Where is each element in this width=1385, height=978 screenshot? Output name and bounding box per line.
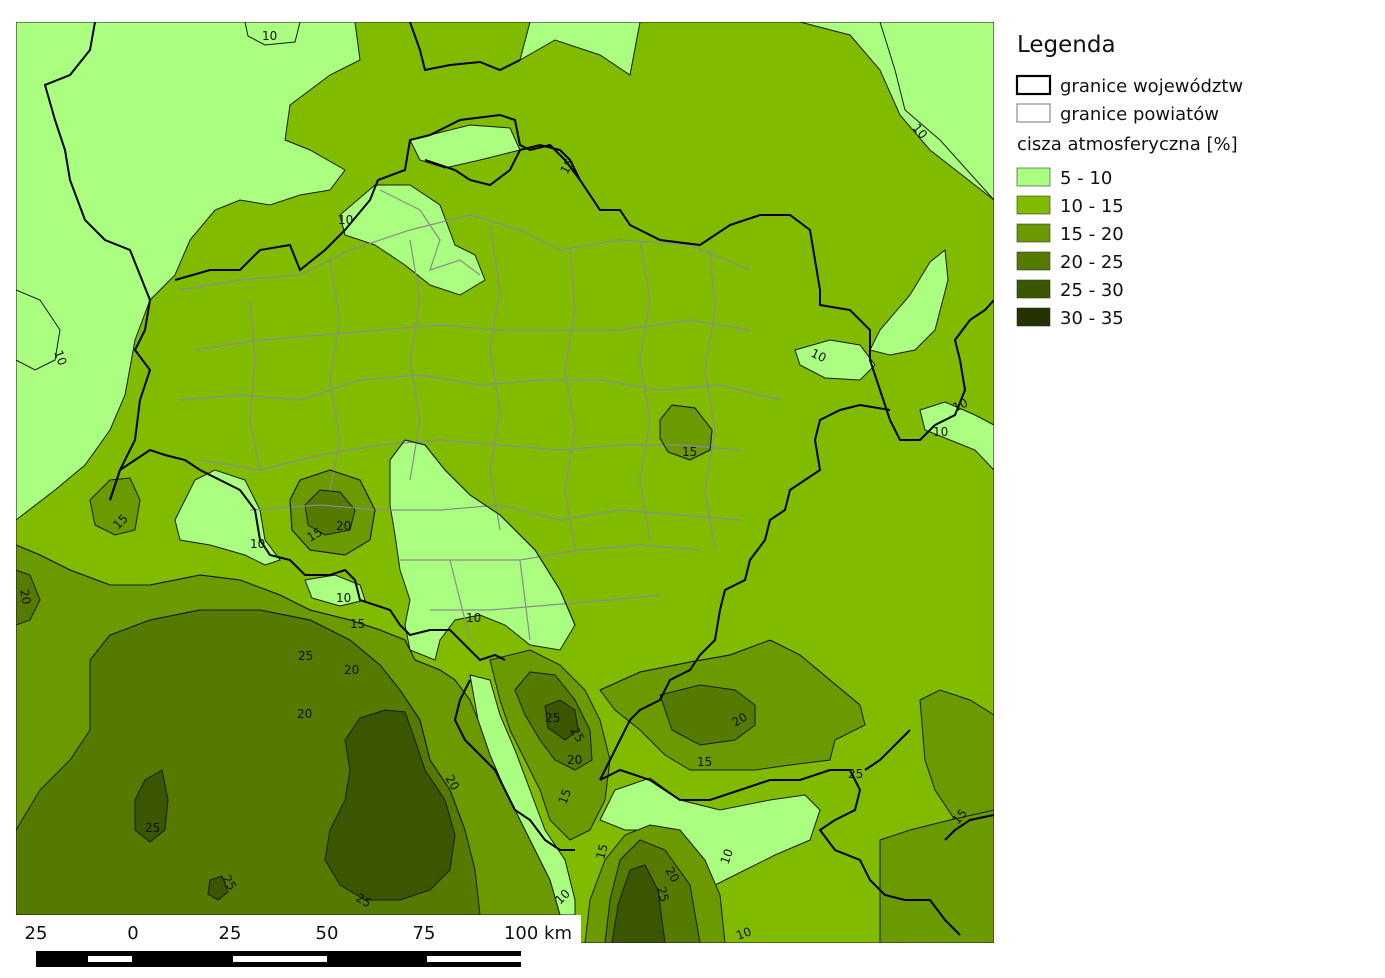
scale-tick-label: 50	[316, 923, 339, 944]
isoline-label: 25	[354, 890, 374, 910]
legend-variable: cisza atmosferyczna [%]	[1017, 134, 1238, 155]
zone-5-10-top-blob	[244, 22, 301, 46]
isoline-label: 10	[809, 346, 829, 365]
scale-tick-label: 25	[25, 923, 48, 944]
isoline-label: 10	[933, 425, 948, 439]
isoline-label: 25	[298, 649, 313, 663]
isoline-label: 25	[545, 711, 560, 725]
isoline-label: 15	[556, 787, 574, 806]
zone-5-10-east-lobe	[869, 249, 949, 356]
isoline-label: 25	[654, 885, 671, 903]
zone-20-25-west-edge	[16, 569, 41, 626]
zone-5-10-north-center	[409, 124, 521, 169]
isoline-label: 20	[567, 753, 582, 767]
isoline-label: 20	[297, 707, 312, 721]
zone-25-30-bottom	[611, 864, 666, 943]
legend-swatch-class	[1016, 307, 1051, 327]
legend-swatch-class	[1016, 279, 1051, 299]
scale-tick-label: 100 km	[504, 923, 572, 944]
zone-25-30-southwest	[324, 709, 456, 901]
zone-25-30-south-center	[544, 699, 579, 741]
zone-25-30-small	[207, 875, 229, 901]
isoline-label: 20	[662, 865, 682, 885]
zone-5-10-east-edge	[919, 401, 994, 471]
isoline-label: 15	[682, 445, 697, 459]
isoline-label: 10	[336, 591, 351, 605]
isoline-label: 10	[950, 396, 970, 415]
legend-title: Legenda	[1017, 32, 1116, 58]
isoline-label: 20	[344, 663, 359, 677]
zone-15-20-se-corner	[879, 809, 994, 943]
legend-class-label: 20 - 25	[1060, 252, 1124, 273]
zone-5-10-north	[405, 22, 641, 76]
isoline-label: 20	[442, 773, 462, 793]
isoline-label: 20	[730, 710, 750, 730]
zone-20-25-southeast	[659, 684, 756, 746]
legend-class-label: 10 - 15	[1060, 196, 1124, 217]
scale-tick-label: 75	[413, 923, 436, 944]
voivodeship-borders	[43, 22, 994, 936]
isoline-label: 20	[17, 588, 33, 605]
scale-tick-label: 25	[219, 923, 242, 944]
scale-bar: 25 0 25 50 75 100 km	[16, 915, 581, 978]
zone-5-10-west-blob	[16, 289, 61, 371]
isoline-label: 15	[593, 842, 610, 860]
isoline-label: 25	[567, 725, 587, 745]
isoline-label: 25	[848, 767, 863, 781]
isoline-label: 10	[51, 348, 69, 367]
county-borders	[179, 189, 781, 641]
legend-swatch-voivodeship	[1015, 74, 1052, 96]
legend-class-label: 25 - 30	[1060, 280, 1124, 301]
isoline-label: 15	[305, 525, 325, 545]
isoline-label: 10	[250, 537, 265, 551]
isoline-label: 15	[697, 755, 712, 769]
legend-swatch-class	[1016, 167, 1051, 187]
legend-swatch-class	[1016, 223, 1051, 243]
legend-class-label: 15 - 20	[1060, 224, 1124, 245]
scale-tick-label: 0	[127, 923, 138, 944]
legend-swatch-county	[1016, 103, 1051, 123]
legend-label-county: granice powiatów	[1060, 104, 1219, 125]
legend-class-label: 5 - 10	[1060, 168, 1112, 189]
isoline-label: 10	[718, 847, 736, 866]
zone-15-20-west-island	[89, 477, 141, 536]
legend-swatch-class	[1016, 251, 1051, 271]
zone-5-10-northeast2	[879, 22, 994, 201]
zone-25-30-west	[134, 769, 169, 843]
legend-class-label: 30 - 35	[1060, 308, 1124, 329]
legend-label-voivodeship: granice województw	[1060, 76, 1243, 97]
legend: Legenda granice województw granice powia…	[1015, 32, 1243, 329]
isoline-label: 25	[219, 873, 239, 893]
zone-5-10-north-center2	[339, 184, 486, 296]
isoline-label: 10	[466, 611, 481, 625]
isoline-label: 15	[557, 156, 577, 176]
isoline-label: 15	[350, 617, 365, 631]
zone-5-10-northwest	[16, 22, 361, 521]
zone-20-25-center-west	[304, 489, 356, 536]
zone-5-10-east-blob	[794, 339, 876, 381]
isoline-label: 20	[336, 519, 351, 533]
isoline-label: 25	[145, 821, 160, 835]
isoline-label: 10	[734, 924, 753, 942]
isoline-label: 10	[262, 29, 277, 43]
legend-swatch-class	[1016, 195, 1051, 215]
isoline-label: 10	[338, 213, 353, 227]
zone-5-10-small	[304, 574, 366, 607]
zone-5-10-west-inner	[174, 469, 281, 566]
